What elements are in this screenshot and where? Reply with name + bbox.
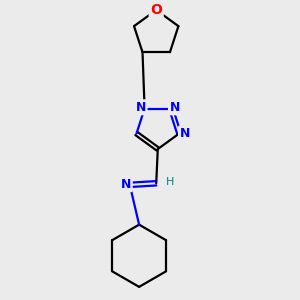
Text: N: N	[169, 101, 180, 114]
Text: N: N	[121, 178, 131, 191]
Text: O: O	[150, 3, 162, 17]
Text: H: H	[166, 177, 174, 187]
Text: N: N	[179, 127, 190, 140]
Text: N: N	[136, 101, 146, 114]
